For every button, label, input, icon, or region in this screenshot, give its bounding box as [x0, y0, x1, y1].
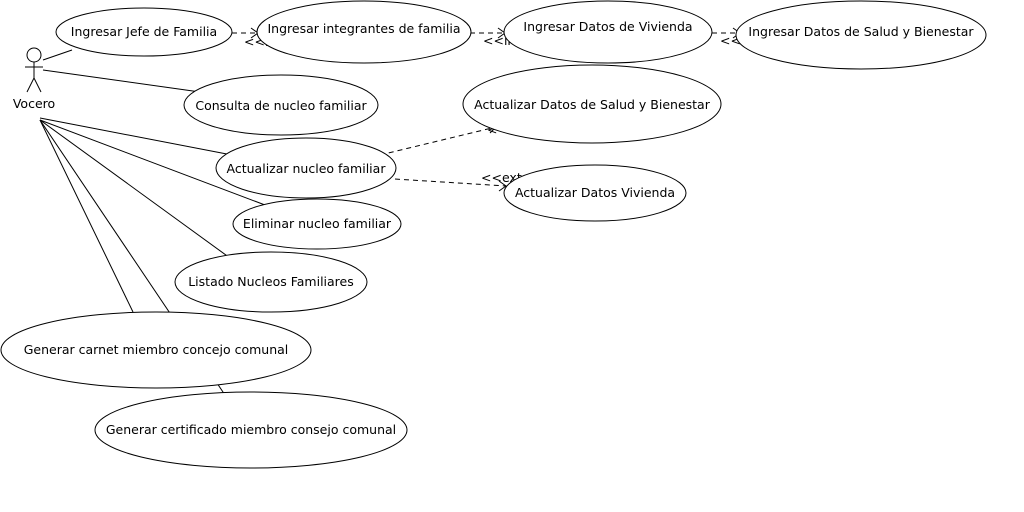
association-consulta — [42, 69, 201, 93]
association-eliminar — [39, 119, 266, 206]
use-case-label: Generar certificado miembro consejo comu… — [106, 422, 396, 437]
actor-left-leg — [26, 77, 35, 93]
use-case-carnet[interactable]: Generar carnet miembro concejo comunal — [0, 311, 312, 389]
use-case-label: Consulta de nucleo familiar — [195, 98, 367, 113]
use-case-ingresar-vivienda[interactable]: Ingresar Datos de Vivienda — [503, 0, 713, 64]
use-case-eliminar[interactable]: Eliminar nucleo familiar — [232, 198, 402, 250]
use-case-listado[interactable]: Listado Nucleos Familiares — [174, 251, 368, 313]
extend-salud-actualizar — [379, 123, 497, 156]
use-case-label: Ingresar Jefe de Familia — [71, 24, 217, 39]
association-actualizar-nucleo — [39, 117, 233, 156]
association-carnet — [39, 119, 134, 313]
extend-vivienda-actualizar — [394, 178, 507, 192]
use-case-label: Actualizar Datos Vivienda — [515, 185, 675, 200]
use-case-label: Generar carnet miembro concejo comunal — [24, 342, 289, 357]
use-case-label: Ingresar Datos de Vivienda — [523, 19, 692, 34]
use-case-label: Listado Nucleos Familiares — [188, 274, 354, 289]
use-case-actualizar-vivienda[interactable]: Actualizar Datos Vivienda — [503, 164, 687, 222]
use-case-label: Actualizar Datos de Salud y Bienestar — [474, 97, 711, 112]
use-case-label: Ingresar Datos de Salud y Bienestar — [748, 24, 974, 39]
actor-head — [26, 47, 42, 63]
actor-vocero: Vocero — [13, 47, 55, 111]
use-case-actualizar-nucleo[interactable]: Actualizar nucleo familiar — [215, 137, 397, 199]
actor-label: Vocero — [13, 96, 55, 111]
use-case-ingresar-jefe[interactable]: Ingresar Jefe de Familia — [55, 7, 233, 57]
use-case-label: Eliminar nucleo familiar — [243, 216, 392, 231]
use-case-ingresar-salud[interactable]: Ingresar Datos de Salud y Bienestar — [735, 0, 987, 70]
use-case-actualizar-salud[interactable]: Actualizar Datos de Salud y Bienestar — [462, 64, 722, 144]
use-case-label: Actualizar nucleo familiar — [227, 161, 387, 176]
use-case-ingresar-integrantes[interactable]: Ingresar integrantes de familia — [256, 0, 472, 64]
association-listado — [39, 119, 231, 259]
use-case-certificado[interactable]: Generar certificado miembro consejo comu… — [94, 391, 408, 469]
actor-right-leg — [33, 77, 42, 93]
use-case-consulta[interactable]: Consulta de nucleo familiar — [183, 74, 379, 136]
association-ingresar-jefe — [42, 49, 73, 61]
use-case-label: Ingresar integrantes de familia — [267, 21, 460, 36]
